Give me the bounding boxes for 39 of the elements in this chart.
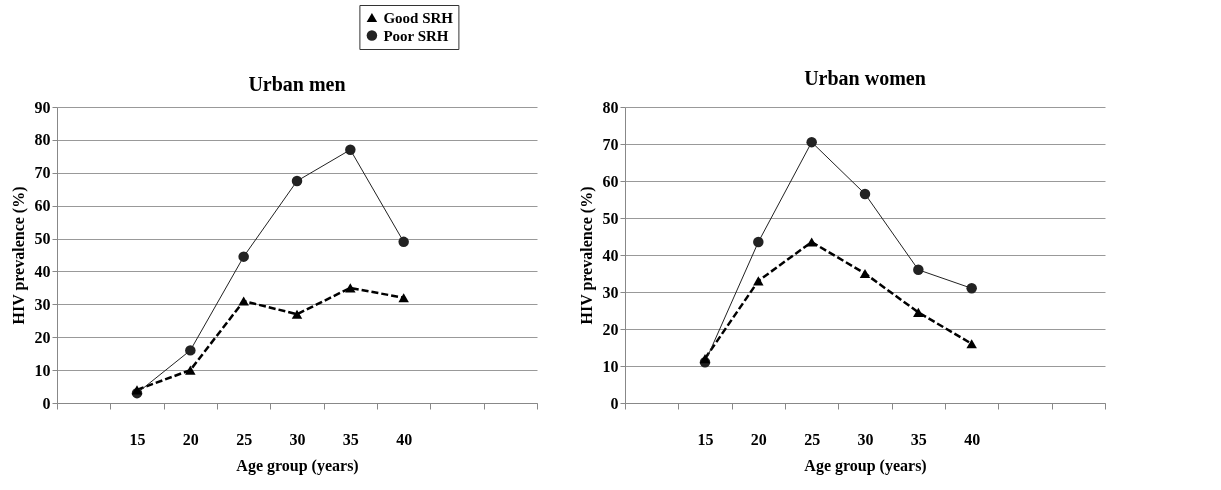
x-tick-label: 30 (289, 430, 306, 448)
x-tick-label: 40 (396, 430, 413, 448)
y-tick-label: 80 (602, 98, 619, 116)
x-tick-label: 15 (129, 430, 146, 448)
y-tick-label: 10 (34, 361, 51, 379)
y-tick-label: 80 (34, 131, 51, 149)
y-tick-label: 50 (602, 209, 619, 227)
x-axis-title: Age group (years) (236, 456, 359, 475)
y-tick-label: 60 (34, 197, 51, 215)
y-tick-label: 30 (602, 283, 619, 301)
legend-label: Poor SRH (383, 27, 449, 44)
x-tick-label: 25 (236, 430, 253, 448)
x-tick-label: 30 (857, 430, 874, 448)
x-tick-label: 25 (804, 430, 821, 448)
x-tick-label: 35 (910, 430, 927, 448)
y-tick-label: 10 (602, 357, 619, 375)
y-tick-label: 20 (602, 320, 619, 338)
y-tick-label: 60 (602, 172, 619, 190)
y-axis-title: HIV prevalence (%) (577, 186, 596, 325)
x-tick-label: 20 (750, 430, 767, 448)
y-tick-label: 70 (34, 164, 51, 182)
y-tick-label: 40 (34, 262, 51, 280)
y-tick-label: 0 (42, 394, 51, 412)
x-tick-label: 40 (964, 430, 981, 448)
y-tick-label: 40 (602, 246, 619, 264)
x-axis-title: Age group (years) (804, 456, 927, 475)
y-tick-label: 30 (34, 295, 51, 313)
x-tick-label: 15 (697, 430, 714, 448)
chart-title: Urban women (804, 67, 926, 89)
y-tick-label: 0 (610, 394, 619, 412)
y-tick-label: 50 (34, 230, 51, 248)
y-tick-label: 70 (602, 135, 619, 153)
legend-label: Good SRH (383, 9, 454, 26)
y-tick-label: 20 (34, 328, 51, 346)
x-tick-label: 20 (182, 430, 199, 448)
y-axis-title: HIV prevalence (%) (9, 186, 28, 325)
chart-title: Urban men (248, 72, 346, 95)
x-tick-label: 35 (342, 430, 359, 448)
y-tick-label: 90 (34, 98, 51, 116)
